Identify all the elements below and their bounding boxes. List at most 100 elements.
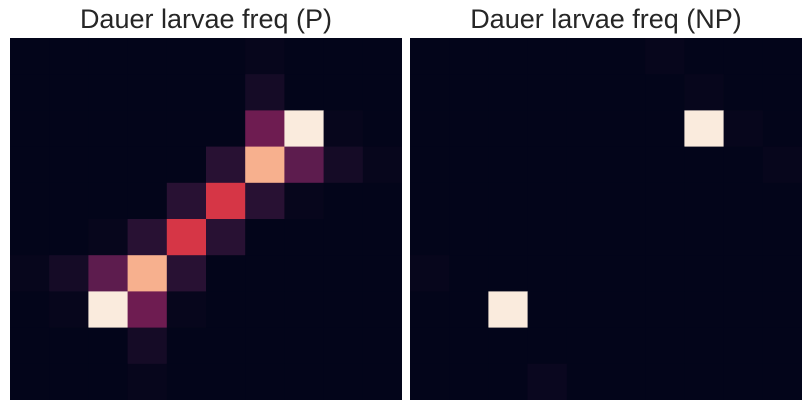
heatmap-cell	[362, 363, 402, 400]
heatmap-cell	[206, 327, 246, 365]
heatmap-cell	[49, 38, 89, 75]
heatmap-cell	[762, 38, 802, 75]
heatmap-cell	[284, 38, 325, 75]
heatmap-cell	[10, 110, 50, 148]
heatmap-cell	[323, 182, 364, 220]
heatmap-cell	[449, 363, 489, 400]
heatmap-cell	[449, 255, 489, 292]
heatmap-cell	[488, 182, 529, 220]
heatmap-cell	[606, 255, 646, 292]
heatmap-cell	[527, 110, 568, 148]
heatmap-cell	[88, 291, 129, 329]
heatmap-cell	[166, 291, 207, 329]
heatmap-cell	[762, 255, 802, 292]
heatmap-cell	[49, 327, 89, 365]
heatmap-cell	[245, 327, 285, 365]
heatmap-cell	[410, 74, 450, 111]
heatmap-cell	[166, 146, 207, 184]
heatmap-cell	[723, 363, 764, 400]
heatmap-cell	[606, 74, 646, 111]
heatmap-cell	[284, 110, 325, 148]
heatmap-cell	[166, 38, 207, 75]
heatmap-cell	[362, 182, 402, 220]
heatmap-cell	[10, 255, 50, 292]
heatmap-cell	[10, 74, 50, 111]
heatmap-cell	[566, 146, 607, 184]
heatmap-cell	[284, 291, 325, 329]
heatmap-cell	[206, 255, 246, 292]
heatmap-cell	[606, 291, 646, 329]
heatmap-cell	[10, 327, 50, 365]
heatmap-cell	[245, 219, 285, 256]
heatmap-cell	[362, 327, 402, 365]
heatmap-cell	[762, 363, 802, 400]
heatmap-cell	[323, 255, 364, 292]
heatmap-cell	[527, 38, 568, 75]
heatmap-cell	[323, 291, 364, 329]
heatmap-cell	[606, 38, 646, 75]
heatmap-cell	[88, 146, 129, 184]
heatmap-cell	[88, 74, 129, 111]
heatmap-cell	[88, 38, 129, 75]
heatmap-cell	[410, 182, 450, 220]
heatmap-cell	[684, 182, 725, 220]
heatmap-cell	[10, 291, 50, 329]
heatmap-cell	[206, 38, 246, 75]
heatmap-cell	[362, 146, 402, 184]
heatmap-cell	[323, 38, 364, 75]
heatmap-cell	[762, 291, 802, 329]
heatmap-cell	[10, 182, 50, 220]
heatmap-cell	[566, 363, 607, 400]
heatmap-cell	[284, 74, 325, 111]
heatmap-cell	[606, 363, 646, 400]
heatmap-cell	[723, 182, 764, 220]
heatmap-cell	[410, 255, 450, 292]
heatmap-cell	[362, 291, 402, 329]
heatmap-cell	[606, 110, 646, 148]
heatmap-cell	[127, 255, 168, 292]
heatmap-cell	[127, 327, 168, 365]
heatmap-cell	[323, 74, 364, 111]
heatmap-cell	[762, 110, 802, 148]
heatmap-cell	[762, 74, 802, 111]
heatmap-cell	[10, 363, 50, 400]
heatmap-cell	[488, 74, 529, 111]
heatmap-cell	[606, 219, 646, 256]
chart-title: Dauer larvae freq (NP)	[470, 4, 742, 34]
heatmap-cell	[684, 146, 725, 184]
heatmap-cell	[323, 146, 364, 184]
heatmap-cell	[762, 146, 802, 184]
heatmap-cell	[410, 291, 450, 329]
heatmap-cell	[684, 219, 725, 256]
heatmap-cell	[723, 110, 764, 148]
heatmap-cell	[166, 327, 207, 365]
heatmap-cell	[645, 363, 685, 400]
heatmap-cell	[684, 74, 725, 111]
heatmap-cell	[449, 219, 489, 256]
heatmap-cell	[723, 291, 764, 329]
heatmap-cell	[645, 219, 685, 256]
heatmap-cell	[449, 110, 489, 148]
heatmap-cell	[449, 327, 489, 365]
heatmap-cell	[762, 327, 802, 365]
heatmap-cell	[323, 363, 364, 400]
heatmap-cell	[762, 182, 802, 220]
heatmap-cell	[527, 219, 568, 256]
heatmap-cell	[245, 363, 285, 400]
heatmap-cell	[127, 182, 168, 220]
heatmap-cell	[362, 74, 402, 111]
heatmap-cell	[527, 291, 568, 329]
heatmap-cell	[684, 38, 725, 75]
heatmap-panel-p: Dauer larvae freq (P)	[10, 0, 402, 411]
heatmap-cell	[684, 255, 725, 292]
heatmap-cell	[284, 182, 325, 220]
heatmap-cell	[566, 74, 607, 111]
heatmap-cell	[88, 219, 129, 256]
heatmap-cell	[723, 255, 764, 292]
heatmap-cell	[723, 146, 764, 184]
heatmap-cell	[410, 110, 450, 148]
heatmap-cell	[362, 255, 402, 292]
heatmap-cell	[566, 291, 607, 329]
heatmap-cell	[284, 146, 325, 184]
heatmap-cell	[206, 363, 246, 400]
